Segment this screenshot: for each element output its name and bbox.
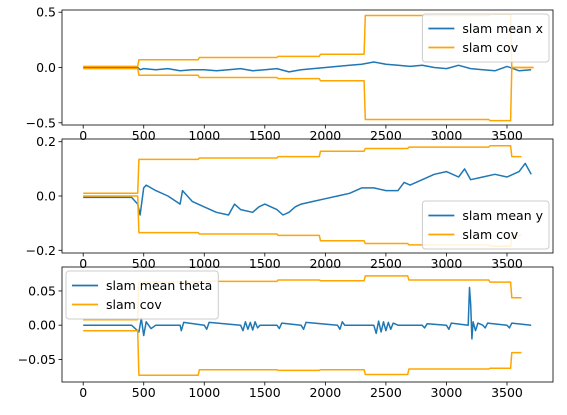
legend-box [65, 270, 219, 320]
xtick-label-y: 500 [132, 256, 156, 271]
xtick-label-y: 2000 [309, 256, 341, 271]
series-theta-cov-lower [83, 329, 522, 376]
xtick-label-x: 3000 [431, 128, 463, 143]
legend-label: slam mean y [462, 208, 543, 223]
ytick-label-theta: 0.05 [28, 283, 56, 298]
xtick-label-theta: 2000 [309, 385, 341, 400]
series-y-mean [83, 162, 532, 216]
xtick-label-y: 3000 [431, 256, 463, 271]
xtick-label-x: 1000 [188, 128, 220, 143]
series-y-cov-upper [83, 145, 522, 195]
series-theta-mean [83, 286, 532, 340]
series-x-cov-lower [83, 66, 534, 122]
subplot-y: 0 500 1000 1500 2000 2500 3000 3500 −0.2 0.0 0.2 sl… [26, 134, 554, 271]
xtick-label-y: 0 [79, 256, 87, 271]
xtick-label-theta: 1500 [249, 385, 281, 400]
xtick-label-y: 1000 [188, 256, 220, 271]
legend-box [421, 13, 550, 63]
xtick-label-theta: 2500 [370, 385, 402, 400]
ytick-label-x: 0.5 [36, 5, 56, 20]
legend-label: slam cov [106, 297, 162, 312]
legend-y: slam mean y slam cov [421, 200, 550, 250]
ytick-label-theta: 0.00 [28, 318, 56, 333]
ytick-label-y: 0.0 [36, 189, 56, 204]
legend-box [421, 200, 550, 250]
legend-label: slam cov [462, 227, 518, 242]
xtick-label-x: 500 [132, 128, 156, 143]
xtick-label-x: 1500 [249, 128, 281, 143]
xtick-label-x: 2000 [309, 128, 341, 143]
xtick-label-theta: 500 [132, 385, 156, 400]
legend-theta: slam mean theta slam cov [65, 270, 219, 320]
xtick-label-theta: 0 [79, 385, 87, 400]
legend-x: slam mean x slam cov [421, 13, 550, 63]
xtick-label-theta: 1000 [188, 385, 220, 400]
xtick-label-y: 1500 [249, 256, 281, 271]
xtick-label-theta: 3000 [431, 385, 463, 400]
legend-label: slam cov [462, 40, 518, 55]
ytick-label-y: −0.2 [26, 243, 56, 258]
xtick-label-y: 3500 [491, 256, 523, 271]
ytick-label-theta: −0.05 [18, 352, 56, 367]
ytick-label-y: 0.2 [36, 134, 56, 149]
xtick-label-theta: 3500 [491, 385, 523, 400]
xtick-label-x: 3500 [491, 128, 523, 143]
xtick-label-y: 2500 [370, 256, 402, 271]
xtick-label-x: 2500 [370, 128, 402, 143]
ytick-label-x: 0.0 [36, 60, 56, 75]
xtick-label-x: 0 [79, 128, 87, 143]
legend-label: slam mean x [462, 21, 543, 36]
legend-label: slam mean theta [106, 278, 212, 293]
series-x-mean [83, 61, 532, 73]
ytick-label-x: −0.5 [26, 115, 56, 130]
axes-frame-theta [61, 266, 554, 383]
subplot-theta: 0 500 1000 1500 2000 2500 3000 3500 −0.05 0.00 0.0… [18, 266, 554, 400]
